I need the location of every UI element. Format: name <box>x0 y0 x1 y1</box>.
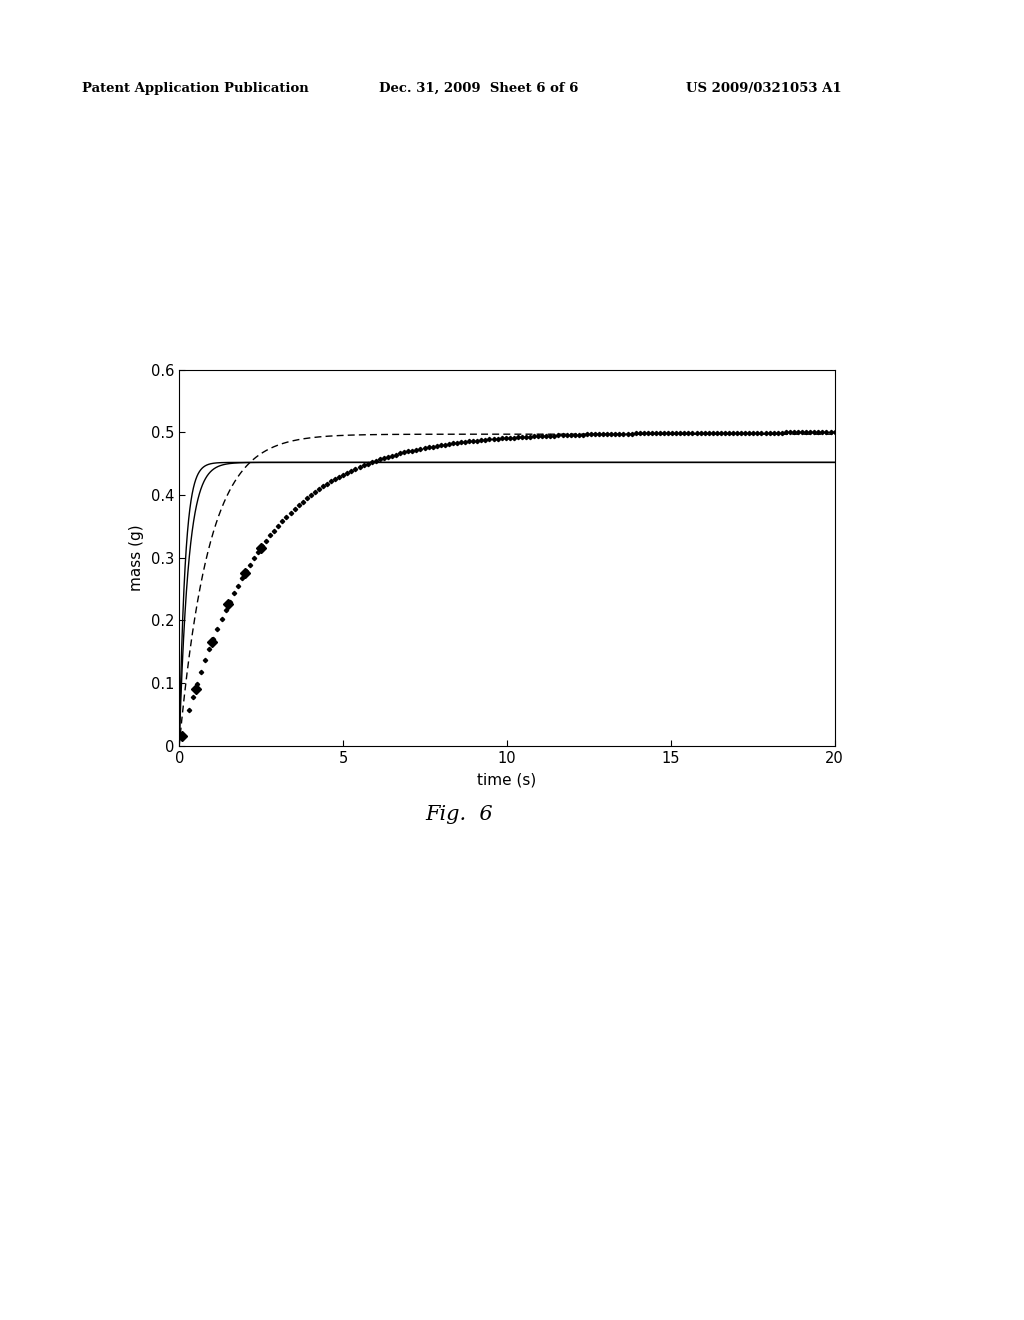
Text: Patent Application Publication: Patent Application Publication <box>82 82 308 95</box>
X-axis label: time (s): time (s) <box>477 772 537 788</box>
Text: Dec. 31, 2009  Sheet 6 of 6: Dec. 31, 2009 Sheet 6 of 6 <box>379 82 579 95</box>
Y-axis label: mass (g): mass (g) <box>129 524 144 591</box>
Text: US 2009/0321053 A1: US 2009/0321053 A1 <box>686 82 842 95</box>
Text: Fig.  6: Fig. 6 <box>425 805 493 824</box>
